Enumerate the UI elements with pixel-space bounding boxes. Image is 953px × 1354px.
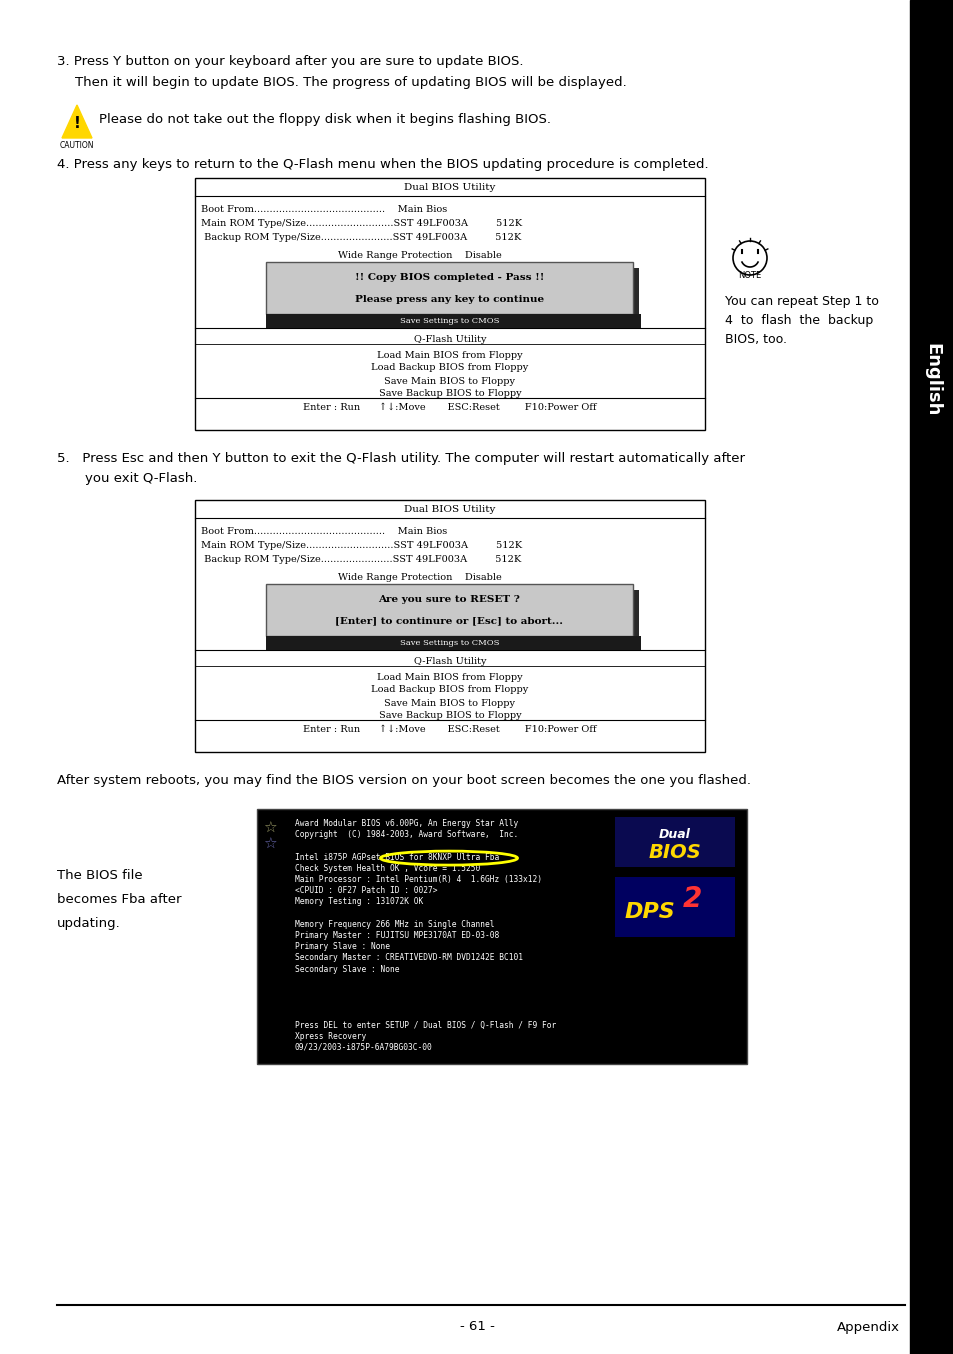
Text: ☆: ☆: [263, 837, 276, 852]
Polygon shape: [62, 106, 91, 138]
Text: Save Backup BIOS to Floppy: Save Backup BIOS to Floppy: [378, 390, 520, 398]
Bar: [615, 816, 734, 867]
Text: Wide Range Protection    Disable: Wide Range Protection Disable: [337, 250, 501, 260]
Bar: [272, 268, 639, 320]
Text: You can repeat Step 1 to: You can repeat Step 1 to: [724, 295, 878, 307]
Text: Main ROM Type/Size............................SST 49LF003A         512K: Main ROM Type/Size......................…: [201, 218, 521, 227]
Text: Copyright  (C) 1984-2003, Award Software,  Inc.: Copyright (C) 1984-2003, Award Software,…: [294, 830, 517, 839]
Text: Boot From..........................................    Main Bios: Boot From...............................…: [201, 527, 447, 535]
Text: Backup ROM Type/Size.......................SST 49LF003A         512K: Backup ROM Type/Size....................…: [201, 555, 520, 563]
Text: Dual BIOS Utility: Dual BIOS Utility: [404, 505, 496, 513]
Text: - 61 -: - 61 -: [459, 1320, 494, 1334]
Bar: [194, 177, 704, 431]
Text: 2: 2: [682, 886, 701, 913]
Text: Save Backup BIOS to Floppy: Save Backup BIOS to Floppy: [378, 711, 520, 720]
Text: Please press any key to continue: Please press any key to continue: [355, 295, 543, 303]
Text: Boot From..........................................    Main Bios: Boot From...............................…: [201, 204, 447, 214]
Text: Wide Range Protection    Disable: Wide Range Protection Disable: [337, 573, 501, 581]
Text: Are you sure to RESET ?: Are you sure to RESET ?: [378, 596, 520, 604]
Text: Primary Slave : None: Primary Slave : None: [294, 942, 390, 952]
Text: Load Main BIOS from Floppy: Load Main BIOS from Floppy: [376, 673, 522, 681]
Bar: [266, 314, 640, 328]
Text: Save Settings to CMOS: Save Settings to CMOS: [399, 317, 498, 325]
Text: Enter : Run      ↑↓:Move       ESC:Reset        F10:Power Off: Enter : Run ↑↓:Move ESC:Reset F10:Power …: [303, 402, 597, 412]
Text: Please do not take out the floppy disk when it begins flashing BIOS.: Please do not take out the floppy disk w…: [99, 114, 551, 126]
Text: 4  to  flash  the  backup: 4 to flash the backup: [724, 314, 872, 328]
Text: Secondary Slave : None: Secondary Slave : None: [294, 964, 399, 974]
Text: Secondary Master : CREATIVEDVD-RM DVD1242E BC101: Secondary Master : CREATIVEDVD-RM DVD124…: [294, 953, 522, 963]
Text: <CPUID : 0F27 Patch ID : 0027>: <CPUID : 0F27 Patch ID : 0027>: [294, 887, 437, 895]
Text: Load Backup BIOS from Floppy: Load Backup BIOS from Floppy: [371, 685, 528, 695]
Text: Memory Frequency 266 MHz in Single Channel: Memory Frequency 266 MHz in Single Chann…: [294, 919, 494, 929]
Text: Save Settings to CMOS: Save Settings to CMOS: [399, 639, 498, 647]
Text: NOTE: NOTE: [738, 271, 760, 280]
Text: becomes Fba after: becomes Fba after: [57, 894, 181, 906]
Text: Enter : Run      ↑↓:Move       ESC:Reset        F10:Power Off: Enter : Run ↑↓:Move ESC:Reset F10:Power …: [303, 724, 597, 734]
Text: Check System Health OK , Vcore = 1.5250: Check System Health OK , Vcore = 1.5250: [294, 864, 479, 873]
Text: 3. Press Y button on your keyboard after you are sure to update BIOS.: 3. Press Y button on your keyboard after…: [57, 56, 523, 68]
Text: After system reboots, you may find the BIOS version on your boot screen becomes : After system reboots, you may find the B…: [57, 774, 750, 787]
Text: Save Main BIOS to Floppy: Save Main BIOS to Floppy: [384, 699, 515, 708]
Text: Backup ROM Type/Size.......................SST 49LF003A         512K: Backup ROM Type/Size....................…: [201, 233, 520, 241]
Text: 09/23/2003-i875P-6A79BG03C-00: 09/23/2003-i875P-6A79BG03C-00: [294, 1043, 433, 1052]
Text: BIOS, too.: BIOS, too.: [724, 333, 786, 347]
Bar: [272, 590, 639, 642]
Text: [Enter] to continure or [Esc] to abort...: [Enter] to continure or [Esc] to abort..…: [335, 616, 563, 626]
Text: Primary Master : FUJITSU MPE3170AT ED-03-08: Primary Master : FUJITSU MPE3170AT ED-03…: [294, 932, 498, 940]
Text: DPS: DPS: [624, 902, 675, 922]
Text: 5.   Press Esc and then Y button to exit the Q-Flash utility. The computer will : 5. Press Esc and then Y button to exit t…: [57, 452, 744, 464]
Bar: [256, 808, 746, 1064]
Bar: [909, 0, 953, 1354]
Text: Appendix: Appendix: [836, 1320, 899, 1334]
Text: Dual BIOS Utility: Dual BIOS Utility: [404, 183, 496, 191]
Text: updating.: updating.: [57, 917, 121, 930]
Text: Main Processor : Intel Pentium(R) 4  1.6GHz (133x12): Main Processor : Intel Pentium(R) 4 1.6G…: [294, 875, 541, 884]
Text: you exit Q-Flash.: you exit Q-Flash.: [85, 473, 197, 485]
Text: Award Modular BIOS v6.00PG, An Energy Star Ally: Award Modular BIOS v6.00PG, An Energy St…: [294, 819, 517, 829]
Text: Main ROM Type/Size............................SST 49LF003A         512K: Main ROM Type/Size......................…: [201, 540, 521, 550]
Bar: [266, 263, 633, 314]
Bar: [266, 584, 633, 636]
Bar: [194, 500, 704, 751]
Bar: [266, 636, 640, 650]
Text: Load Main BIOS from Floppy: Load Main BIOS from Floppy: [376, 351, 522, 360]
Text: Load Backup BIOS from Floppy: Load Backup BIOS from Floppy: [371, 363, 528, 372]
Text: CAUTION: CAUTION: [60, 142, 94, 150]
Text: !: !: [73, 115, 80, 130]
Text: Intel i875P AGPset BIOS for 8KNXP Ultra Fba: Intel i875P AGPset BIOS for 8KNXP Ultra …: [294, 853, 498, 861]
Text: Q-Flash Utility: Q-Flash Utility: [414, 658, 486, 666]
Text: BIOS: BIOS: [648, 844, 700, 862]
Text: Xpress Recovery: Xpress Recovery: [294, 1032, 366, 1041]
Text: Save Main BIOS to Floppy: Save Main BIOS to Floppy: [384, 376, 515, 386]
Text: !! Copy BIOS completed - Pass !!: !! Copy BIOS completed - Pass !!: [355, 274, 543, 283]
Text: 4. Press any keys to return to the Q-Flash menu when the BIOS updating procedure: 4. Press any keys to return to the Q-Fla…: [57, 158, 708, 171]
Text: Memory Testing : 131072K OK: Memory Testing : 131072K OK: [294, 898, 423, 906]
Text: Q-Flash Utility: Q-Flash Utility: [414, 336, 486, 344]
Text: Press DEL to enter SETUP / Dual BIOS / Q-Flash / F9 For: Press DEL to enter SETUP / Dual BIOS / Q…: [294, 1021, 556, 1029]
Text: English: English: [923, 344, 940, 417]
Text: Then it will begin to update BIOS. The progress of updating BIOS will be display: Then it will begin to update BIOS. The p…: [75, 76, 626, 89]
Text: ☆: ☆: [263, 821, 276, 835]
Bar: [615, 877, 734, 937]
Text: The BIOS file: The BIOS file: [57, 869, 143, 881]
Text: Dual: Dual: [659, 829, 690, 841]
